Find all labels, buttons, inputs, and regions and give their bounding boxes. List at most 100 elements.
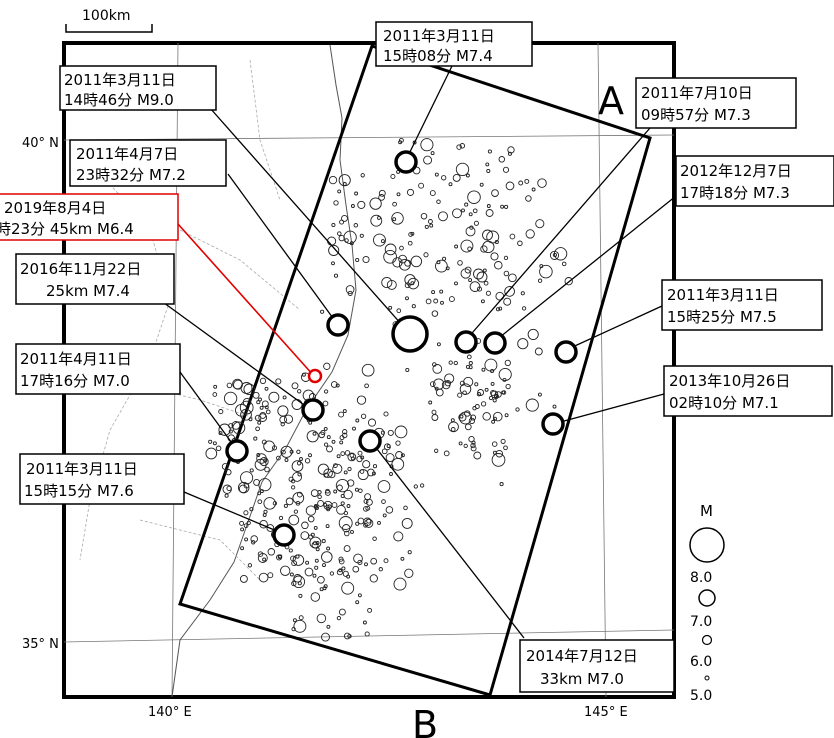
epicenter-small: [382, 513, 387, 518]
epicenter-small: [505, 181, 515, 191]
epicenter-small: [395, 451, 404, 459]
epicenter-small: [450, 427, 456, 432]
epicenter-small: [323, 362, 331, 370]
epicenter-small: [393, 531, 404, 542]
epicenter-small: [263, 509, 268, 514]
epicenter-small: [330, 381, 338, 388]
epicenter-small: [464, 202, 469, 207]
epicenter-small: [329, 571, 335, 576]
epicenter-small: [491, 189, 499, 197]
epicenter-small: [328, 470, 336, 479]
epicenter-small: [398, 140, 403, 145]
epicenter-small: [333, 273, 339, 278]
annotation-eq-2016-11-22: 2016年11月22日 25km M7.4: [15, 253, 175, 305]
magnitude-legend: M 8.0 7.0 6.0 5.0: [689, 502, 725, 704]
annotation-line2: 17時16分 M7.0: [20, 372, 130, 390]
epicenter-small: [448, 182, 453, 187]
profile-end-a: A: [598, 79, 624, 123]
epicenter-small: [228, 429, 233, 434]
epicenter-small: [359, 233, 364, 238]
epicenter-small: [240, 546, 245, 551]
epicenter-small: [377, 480, 391, 493]
epicenter-small: [487, 149, 492, 154]
annotation-eq-2014-07-12: 2014年7月12日 33km M7.0: [519, 639, 675, 693]
epicenter-small: [283, 414, 294, 424]
epicenter-small: [326, 546, 331, 551]
annotation-line2: 25km M7.4: [46, 282, 130, 300]
epicenter-small: [282, 395, 287, 400]
epicenter-small: [456, 144, 462, 150]
epicenter-small: [537, 392, 542, 397]
epicenter-small: [392, 257, 403, 268]
epicenter-small: [463, 443, 468, 449]
epicenter-small: [293, 619, 307, 633]
epicenter-small: [370, 557, 378, 565]
epicenter-small: [240, 408, 252, 421]
epicenter-small: [257, 491, 262, 496]
epicenter-small: [305, 560, 310, 565]
epicenter-small: [249, 468, 254, 473]
epicenter-small: [297, 472, 302, 477]
epicenter-small: [278, 515, 284, 521]
annotation-line1: 2011年3月11日: [383, 27, 495, 45]
epicenter-small: [259, 457, 269, 467]
profile-rectangle: [178, 44, 652, 697]
epicenter-small: [341, 581, 355, 595]
epicenter-small: [444, 373, 455, 384]
epicenter-small: [251, 540, 256, 545]
epicenter-small: [326, 445, 333, 453]
epicenter-small: [501, 390, 507, 395]
epicenter-small: [267, 572, 274, 579]
annotation-line2: 15時08分 M7.4: [383, 47, 493, 65]
epicenter-m7-5: [554, 340, 578, 364]
epicenter-small: [445, 266, 450, 271]
epicenter-small: [212, 441, 217, 446]
epicenter-small: [448, 296, 455, 303]
epicenter-small: [357, 517, 365, 525]
epicenter-small: [420, 138, 434, 152]
epicenter-small: [458, 441, 463, 446]
epicenter-small: [482, 240, 495, 254]
epicenter-small: [369, 197, 382, 210]
annotation-eq-2011-07-10: 2011年7月10日 09時57分 M7.3: [635, 77, 797, 129]
epicenter-small: [392, 201, 397, 207]
epicenter-small: [284, 458, 289, 462]
epicenter-small: [321, 632, 330, 642]
epicenter-small: [340, 493, 345, 499]
epicenter-small: [469, 281, 481, 292]
epicenter-small: [263, 440, 275, 453]
epicenter-small: [404, 259, 412, 267]
epicenter-small: [318, 431, 325, 439]
annotation-eq-2011-03-11-1515: 2011年3月11日 15時15分 M7.6: [19, 453, 185, 505]
epicenter-small: [338, 516, 353, 530]
legend-title: M: [700, 502, 713, 520]
epicenter-small: [490, 252, 499, 261]
epicenter-small: [266, 524, 275, 532]
epicenter-small: [378, 194, 385, 201]
epicenter-small: [311, 541, 319, 549]
epicenter-small: [350, 456, 355, 461]
epicenter-small: [517, 338, 529, 350]
epicenter-small: [420, 212, 428, 220]
annotation-eq-2011-04-07: 2011年4月7日 23時32分 M7.2: [69, 139, 227, 187]
epicenter-small: [364, 383, 369, 389]
epicenter-small: [561, 261, 567, 267]
epicenter-small: [317, 494, 322, 500]
epicenter-small: [281, 449, 286, 455]
epicenter-small: [247, 563, 253, 568]
epicenter-small: [428, 400, 433, 405]
epicenter-small: [470, 445, 477, 452]
epicenter-small: [537, 178, 547, 188]
epicenter-small: [350, 529, 354, 534]
epicenter-small: [345, 285, 355, 294]
annotation-eq-2011-03-11-1446: 2011年3月11日 14時46分 M9.0: [59, 65, 217, 111]
epicenter-small: [276, 554, 283, 561]
epicenter-small: [331, 222, 336, 228]
epicenter-small: [262, 513, 267, 517]
epicenter-small: [432, 364, 443, 374]
epicenter-small: [491, 453, 506, 467]
epicenter-small: [378, 567, 383, 572]
epicenter-small: [289, 572, 294, 577]
epicenter-small: [291, 560, 297, 567]
epicenter-small: [539, 264, 553, 279]
